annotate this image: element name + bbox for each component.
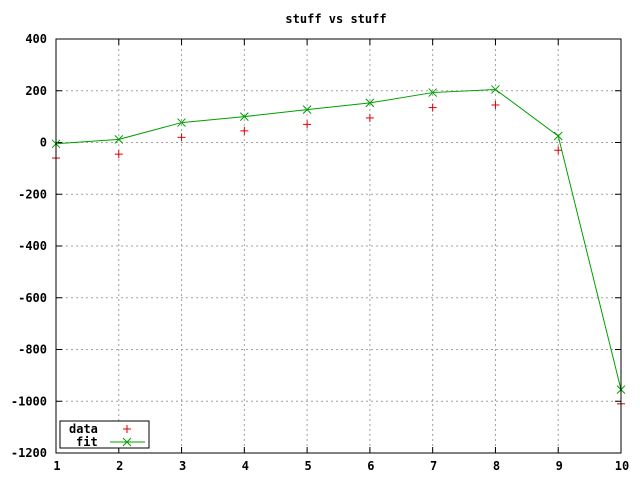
fit-point <box>365 98 375 108</box>
data-point <box>114 150 123 159</box>
x-tick-label: 2 <box>116 459 123 473</box>
fit-point <box>302 105 312 114</box>
x-tick-label: 8 <box>493 459 500 473</box>
data-point <box>554 146 563 155</box>
x-tick-label: 3 <box>179 459 186 473</box>
series-line-fit <box>55 88 622 390</box>
data-point <box>240 126 249 135</box>
legend-sample-data <box>123 425 131 433</box>
x-tick-label: 10 <box>615 459 629 473</box>
fit-point <box>428 88 438 97</box>
legend-box <box>59 420 150 449</box>
axis-ticks: 400 200 0 -200 -400 -600 -800 -1000 -1200 1 2 3 4 5 6 7… <box>11 32 629 473</box>
data-point <box>303 120 312 129</box>
x-tick-label: 7 <box>430 459 437 473</box>
legend-label-data: data <box>69 422 98 436</box>
y-tick-label: -400 <box>18 239 47 253</box>
y-tick-label: -1000 <box>11 394 47 408</box>
series-data <box>52 100 625 408</box>
y-tick-label: -600 <box>18 291 47 305</box>
plot-frame <box>55 38 622 454</box>
legend-marker-fit <box>122 437 132 447</box>
data-point <box>365 113 374 122</box>
y-tick-label: -800 <box>18 343 47 357</box>
y-tick-label: 400 <box>25 32 47 46</box>
legend-marker-data <box>123 425 131 433</box>
series-fit <box>51 85 626 394</box>
fit-point <box>491 85 500 94</box>
data-point <box>177 133 186 142</box>
legend-sample-fit <box>110 437 145 447</box>
x-tick-label: 5 <box>304 459 311 473</box>
y-tick-label: -200 <box>18 187 47 201</box>
x-tick-label: 1 <box>53 459 60 473</box>
chart-title: stuff vs stuff <box>285 12 386 26</box>
fit-point <box>114 135 124 144</box>
y-tick-label: 0 <box>40 136 47 150</box>
y-tick-label: -1200 <box>11 446 47 460</box>
data-point <box>491 100 500 109</box>
y-tick-label: 200 <box>25 84 47 98</box>
x-tick-label: 6 <box>367 459 374 473</box>
legend: data fit <box>59 420 150 449</box>
x-tick-label: 9 <box>556 459 563 473</box>
data-point <box>428 103 437 112</box>
fit-point <box>553 131 563 141</box>
legend-label-fit: fit <box>76 435 98 449</box>
series <box>51 85 626 408</box>
x-tick-label: 4 <box>242 459 249 473</box>
fit-point <box>177 118 186 127</box>
grid <box>56 39 621 453</box>
fit-point <box>239 112 249 121</box>
